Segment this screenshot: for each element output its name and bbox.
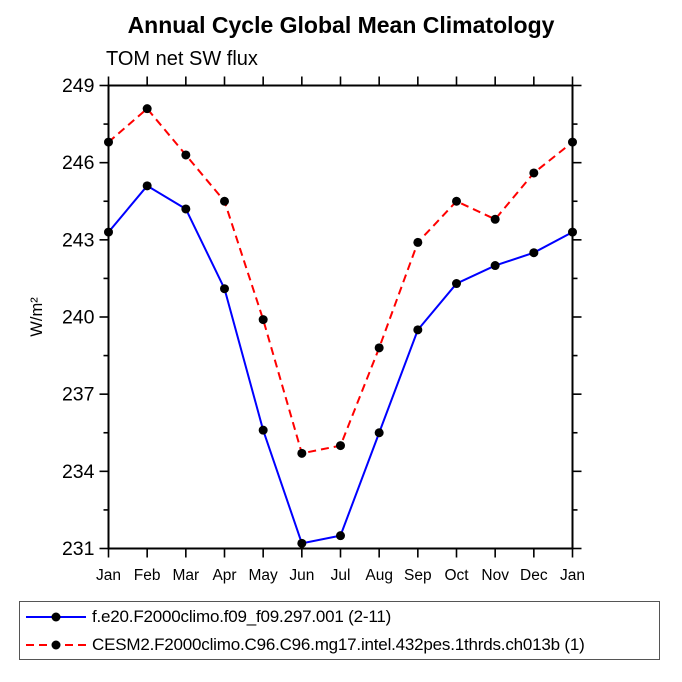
series-line-2 [107,107,574,455]
x-axis-tick-label: Jan [560,567,585,584]
x-axis-tick-label: Dec [520,567,548,584]
chart-subtitle: TOM net SW flux [106,48,258,70]
legend-box: f.e20.F2000climo.f09_f09.297.001 (2-11) C… [19,601,660,660]
chart-title: Annual Cycle Global Mean Climatology [127,12,555,38]
data-point-marker-series-1 [413,325,423,335]
data-point-marker-series-2 [336,441,345,451]
legend-line-sample-2 [26,640,86,649]
data-point-marker-series-1 [104,227,113,237]
x-axis-tick-label: Jul [331,567,351,584]
legend-marker-icon [51,612,61,621]
legend-row-1: f.e20.F2000climo.f09_f09.297.001 (2-11) [26,603,659,631]
x-axis-tick-label: Sep [404,567,432,584]
data-point-marker-series-1 [529,248,539,258]
data-point-marker-series-1 [490,261,500,271]
x-axis-tick-label: Apr [212,567,236,584]
y-axis-tick-label: 231 [62,538,95,560]
legend-marker-icon [51,640,61,649]
data-point-marker-series-1 [297,538,307,548]
y-axis-tick-label: 243 [62,229,95,251]
data-point-marker-series-1 [258,425,268,435]
x-axis-tick-label: Feb [134,567,161,584]
data-point-marker-series-2 [452,196,461,206]
plot-area: 231 234 237 240 243 246 249 Jan Feb Mar Apr May Jun J… [28,75,585,584]
y-axis-title: W/m² [28,297,46,337]
x-axis-tick-label: Jan [96,567,121,584]
data-point-marker-series-1 [220,284,229,294]
data-point-marker-series-2 [181,150,191,160]
y-axis-tick-label: 249 [62,75,95,97]
y-axis-tick-label: 246 [62,152,95,174]
axis-ticks: 231 234 237 240 243 246 249 Jan Feb Mar Apr May Jun J… [62,75,585,584]
y-axis-tick-label: 234 [62,461,95,483]
data-point-marker-series-1 [181,204,191,214]
data-point-marker-series-1 [336,531,345,541]
y-axis-tick-label: 240 [62,307,95,329]
data-point-marker-series-1 [568,227,577,237]
x-axis-tick-label: May [249,567,279,584]
x-axis-tick-label: Jun [289,567,314,584]
x-axis-tick-label: Mar [172,567,199,584]
plot-frame [107,84,574,550]
data-point-marker-series-2 [142,104,152,114]
data-point-marker-series-1 [374,428,384,438]
data-point-marker-series-2 [104,137,113,147]
data-point-marker-series-2 [529,168,539,178]
x-axis-tick-label: Oct [444,567,469,584]
legend-label-1: f.e20.F2000climo.f09_f09.297.001 (2-11) [92,606,392,626]
data-point-marker-series-1 [142,181,152,191]
data-point-marker-series-2 [258,315,268,325]
legend-row-2: CESM2.F2000climo.C96.C96.mg17.intel.432p… [26,631,659,659]
x-axis-tick-label: Aug [365,567,393,584]
data-point-marker-series-1 [452,279,461,289]
data-point-marker-series-2 [413,237,423,247]
legend-line-sample-1 [26,612,86,621]
series-line-1 [107,184,573,545]
data-point-marker-series-2 [490,214,500,224]
data-point-marker-series-2 [374,343,384,353]
data-point-marker-series-2 [568,137,577,147]
y-axis-tick-label: 237 [62,384,95,406]
data-point-marker-series-2 [220,196,229,206]
x-axis-tick-label: Nov [481,567,509,584]
data-point-marker-series-2 [297,448,307,458]
legend-label-2: CESM2.F2000climo.C96.C96.mg17.intel.432p… [92,634,585,654]
